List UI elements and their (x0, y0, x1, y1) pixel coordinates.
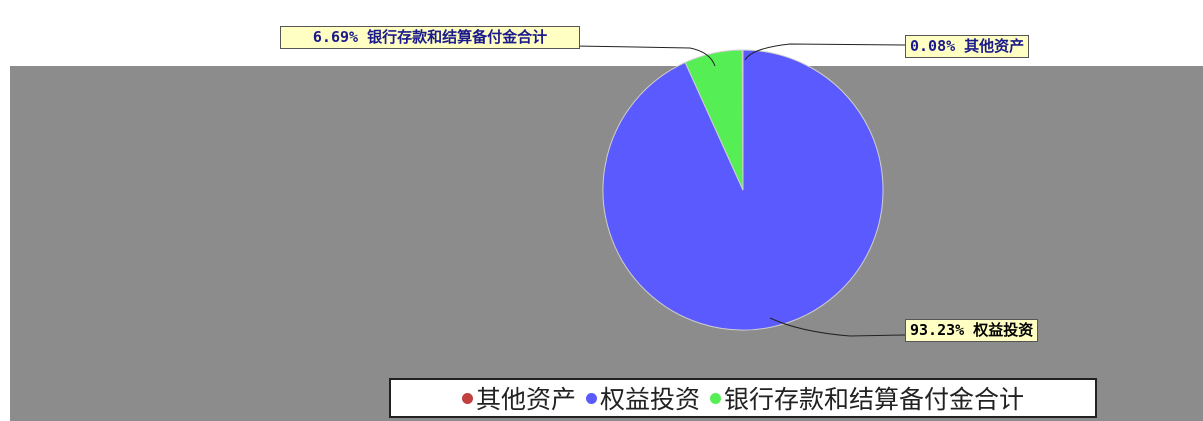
legend: 其他资产 权益投资 银行存款和结算备付金合计 (389, 378, 1097, 418)
legend-item-other: 其他资产 (461, 380, 576, 416)
label-bank-deposits: 6.69% 银行存款和结算备付金合计 (280, 26, 580, 49)
leader-line (744, 43, 906, 61)
legend-swatch (710, 392, 721, 404)
legend-swatch (585, 392, 597, 404)
legend-label: 权益投资 (599, 385, 700, 414)
legend-item-equity: 权益投资 (585, 380, 700, 416)
label-equity-investment: 93.23% 权益投资 (905, 319, 1039, 342)
leader-line (769, 317, 906, 337)
legend-label: 银行存款和结算备付金合计 (724, 385, 1025, 414)
leader-line (574, 45, 716, 67)
pie-slice (741, 49, 744, 191)
legend-label: 其他资产 (475, 385, 576, 414)
legend-swatch (461, 392, 473, 404)
plot-area (10, 66, 1203, 421)
legend-item-bank: 银行存款和结算备付金合计 (710, 380, 1024, 416)
label-other-assets: 0.08% 其他资产 (905, 35, 1030, 58)
